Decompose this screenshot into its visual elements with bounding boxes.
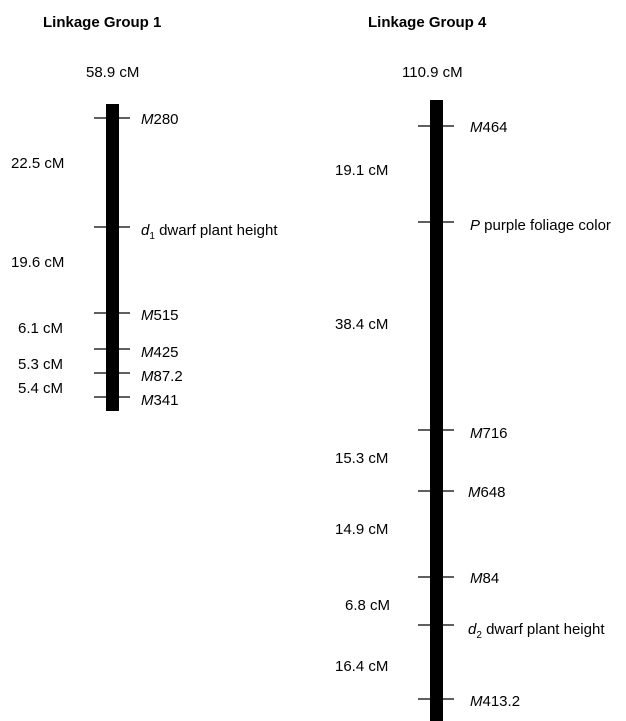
marker-label: M515 [141,307,179,324]
interval-distance: 6.1 cM [18,320,63,337]
chromosome-bar [106,104,119,411]
marker-label: d1 dwarf plant height [141,222,278,242]
interval-distance: 22.5 cM [11,155,64,172]
marker-label: d2 dwarf plant height [468,621,605,641]
marker-label: M425 [141,344,179,361]
interval-distance: 19.1 cM [335,162,388,179]
group-title: Linkage Group 1 [43,14,161,31]
marker-label: M87.2 [141,368,183,385]
group-title: Linkage Group 4 [368,14,487,31]
marker-label: M648 [468,484,506,501]
marker-label: M84 [470,570,499,587]
marker-label: M280 [141,111,179,128]
marker-label: M464 [470,119,508,136]
interval-distance: 15.3 cM [335,450,388,467]
interval-distance: 19.6 cM [11,254,64,271]
interval-distance: 14.9 cM [335,521,388,538]
interval-distance: 38.4 cM [335,316,388,333]
marker-label: M716 [470,425,508,442]
interval-distance: 5.4 cM [18,380,63,397]
marker-label: M341 [141,392,179,409]
interval-distance: 16.4 cM [335,658,388,675]
interval-distance: 5.3 cM [18,356,63,373]
marker-label: M413.2 [470,693,520,710]
interval-distance: 6.8 cM [345,597,390,614]
group-total-length: 58.9 cM [86,64,139,81]
group-total-length: 110.9 cM [402,64,463,81]
chromosome-bar [430,100,443,721]
linkage-group-1: Linkage Group 1 58.9 cM M280 d1 dwarf pl… [11,14,278,411]
linkage-group-4: Linkage Group 4 110.9 cM M464 P purple f… [335,14,611,721]
marker-label: P purple foliage color [470,217,611,234]
